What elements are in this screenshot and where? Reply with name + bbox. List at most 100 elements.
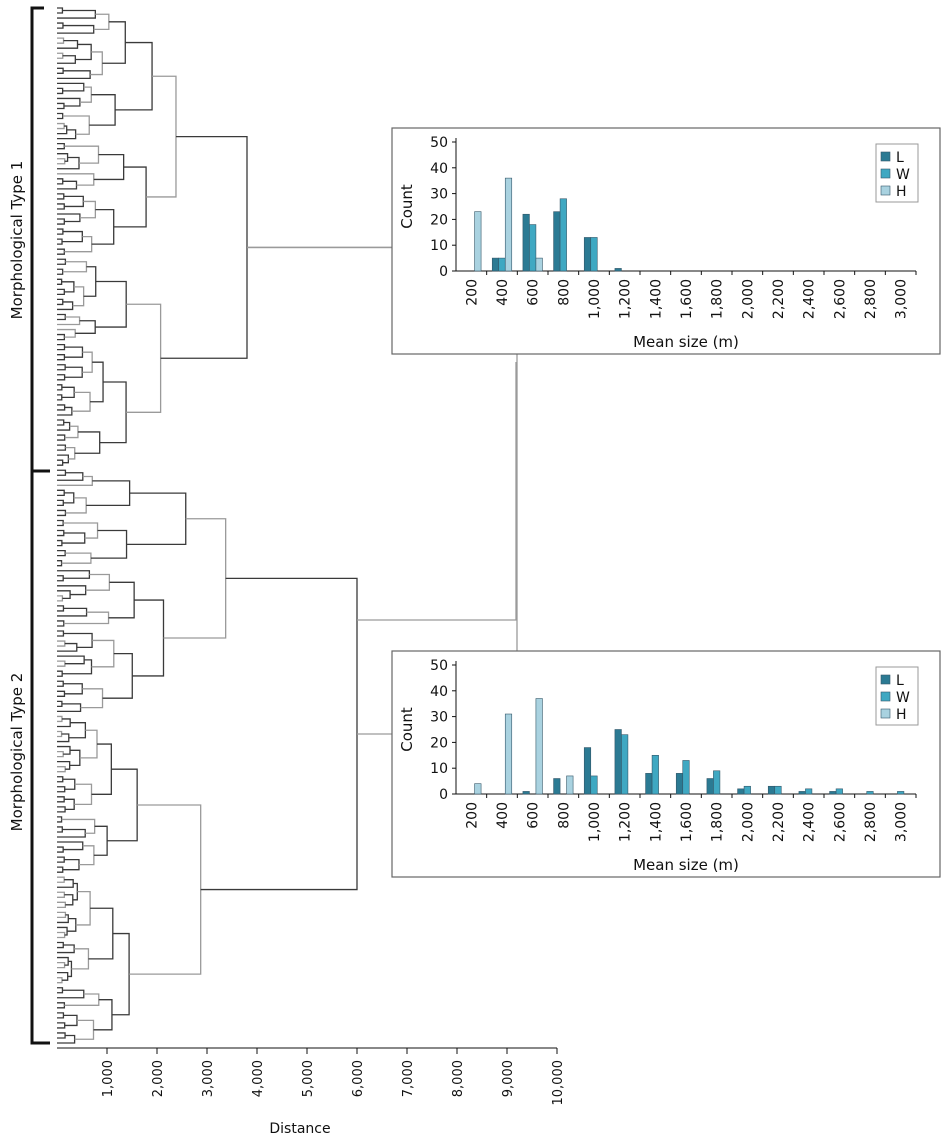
x-tick-label: 1,600 <box>679 279 695 319</box>
x-tick-label: 600 <box>526 279 542 306</box>
dendrogram-link <box>57 715 63 723</box>
legend-label: H <box>896 184 907 200</box>
dendrogram-link <box>57 180 78 190</box>
legend-swatch-h <box>880 708 891 719</box>
dendrogram-link <box>64 993 100 1006</box>
y-tick-label: 10 <box>430 761 448 777</box>
x-tick-label: 2,600 <box>832 279 848 319</box>
dendrogram-link <box>163 518 227 639</box>
y-tick-label: 50 <box>430 658 448 674</box>
dendrogram-link <box>57 786 66 793</box>
dendrogram-link <box>79 200 97 219</box>
dendrogram-link <box>63 195 84 208</box>
bar-h <box>535 257 543 272</box>
dendrogram-link <box>57 143 65 150</box>
dendrogram-link <box>57 364 66 371</box>
x-tick-label: 400 <box>495 279 511 306</box>
y-tick-label: 40 <box>430 684 448 700</box>
dendrogram-link <box>160 135 248 359</box>
dendrogram-link <box>57 961 66 969</box>
dendrogram-link <box>57 680 64 687</box>
dendrogram-link <box>57 730 63 738</box>
bar-w <box>590 775 598 795</box>
x-tick-label: 2,800 <box>863 802 879 842</box>
dendrogram-link <box>57 298 64 306</box>
dendrogram-link <box>57 37 65 44</box>
y-axis-label: Count <box>398 184 416 229</box>
bar-w <box>651 754 659 795</box>
dendrogram-link <box>57 40 79 49</box>
dendrogram-link <box>57 316 81 326</box>
x-tick-label: 400 <box>495 802 511 829</box>
x-tick-label: 600 <box>526 802 542 829</box>
legend-label: L <box>896 673 904 689</box>
dendrogram-link <box>57 419 65 426</box>
legend-label: W <box>896 690 910 706</box>
bar-h <box>474 211 482 272</box>
dendrogram-link <box>64 425 79 439</box>
bar-l <box>767 785 776 795</box>
bar-h <box>504 177 513 272</box>
dendrogram-link <box>57 82 85 92</box>
dendrogram-link <box>64 145 100 164</box>
bar-l <box>675 773 684 795</box>
dendrogram-link <box>57 343 66 351</box>
x-tick-label: 1,600 <box>679 802 695 842</box>
dendrogram-link <box>57 700 63 708</box>
y-tick-label: 30 <box>430 710 448 726</box>
dendrogram-link <box>57 153 69 162</box>
dendrogram-link <box>63 1014 78 1027</box>
distance-tick-label: 2,000 <box>151 1060 166 1097</box>
dendrogram-link <box>89 94 116 126</box>
dendrogram-link <box>63 492 75 504</box>
histogram-frame <box>391 650 941 878</box>
dendrogram-link <box>57 989 85 999</box>
dendrogram-link <box>57 776 64 783</box>
dendrogram-link <box>57 806 66 813</box>
x-tick-label: 2,000 <box>740 802 756 842</box>
dendrogram-link <box>57 87 64 95</box>
x-tick-label: 1,400 <box>648 279 664 319</box>
dendrogram-link <box>67 960 73 978</box>
dendrogram-link <box>57 158 66 165</box>
dendrogram-link <box>93 999 113 1031</box>
dendrogram-link <box>65 497 87 514</box>
dendrogram-link <box>57 203 65 210</box>
dendrogram-link <box>57 914 69 924</box>
dendrogram-link <box>57 944 75 954</box>
bar-l <box>553 778 561 795</box>
bar-l <box>491 257 500 272</box>
distance-axis: 1,000 2,000 3,000 4,000 5,000 6,000 7,000 8,000… <box>57 1047 566 1106</box>
x-axis-label: Mean size (m) <box>633 856 739 874</box>
x-tick-label: 2,600 <box>832 802 848 842</box>
dendrogram-link <box>132 599 165 677</box>
dendrogram-link <box>61 532 86 544</box>
distance-tick-label: 10,000 <box>551 1060 566 1106</box>
dendrogram-link <box>57 630 65 637</box>
dendrogram-link <box>57 931 66 939</box>
dendrogram-link <box>91 639 115 668</box>
dendrogram-link <box>57 570 91 579</box>
bar-l <box>645 773 653 795</box>
dendrogram <box>57 7 518 1044</box>
bar-l <box>614 729 622 795</box>
dendrogram-link <box>57 218 65 225</box>
dendrogram-link <box>78 845 95 866</box>
dendrogram-link <box>72 882 78 901</box>
legend-swatch-w <box>880 168 891 179</box>
dendrogram-link <box>57 178 64 185</box>
dendrogram-link <box>64 366 83 378</box>
dendrogram-link <box>57 444 67 451</box>
dendrogram-link <box>126 492 187 545</box>
dendrogram-link <box>57 404 66 411</box>
x-tick-label: 2,200 <box>771 279 787 319</box>
dendrogram-link <box>57 454 69 464</box>
legend-label: W <box>896 167 910 183</box>
dendrogram-link <box>85 573 111 591</box>
distance-tick-label: 7,000 <box>401 1060 416 1097</box>
distance-tick-label: 8,000 <box>451 1060 466 1097</box>
dendrogram-link <box>57 7 64 14</box>
dendrogram-link <box>57 816 63 823</box>
x-tick-label: 2,400 <box>802 802 818 842</box>
dendrogram-link <box>57 374 66 381</box>
